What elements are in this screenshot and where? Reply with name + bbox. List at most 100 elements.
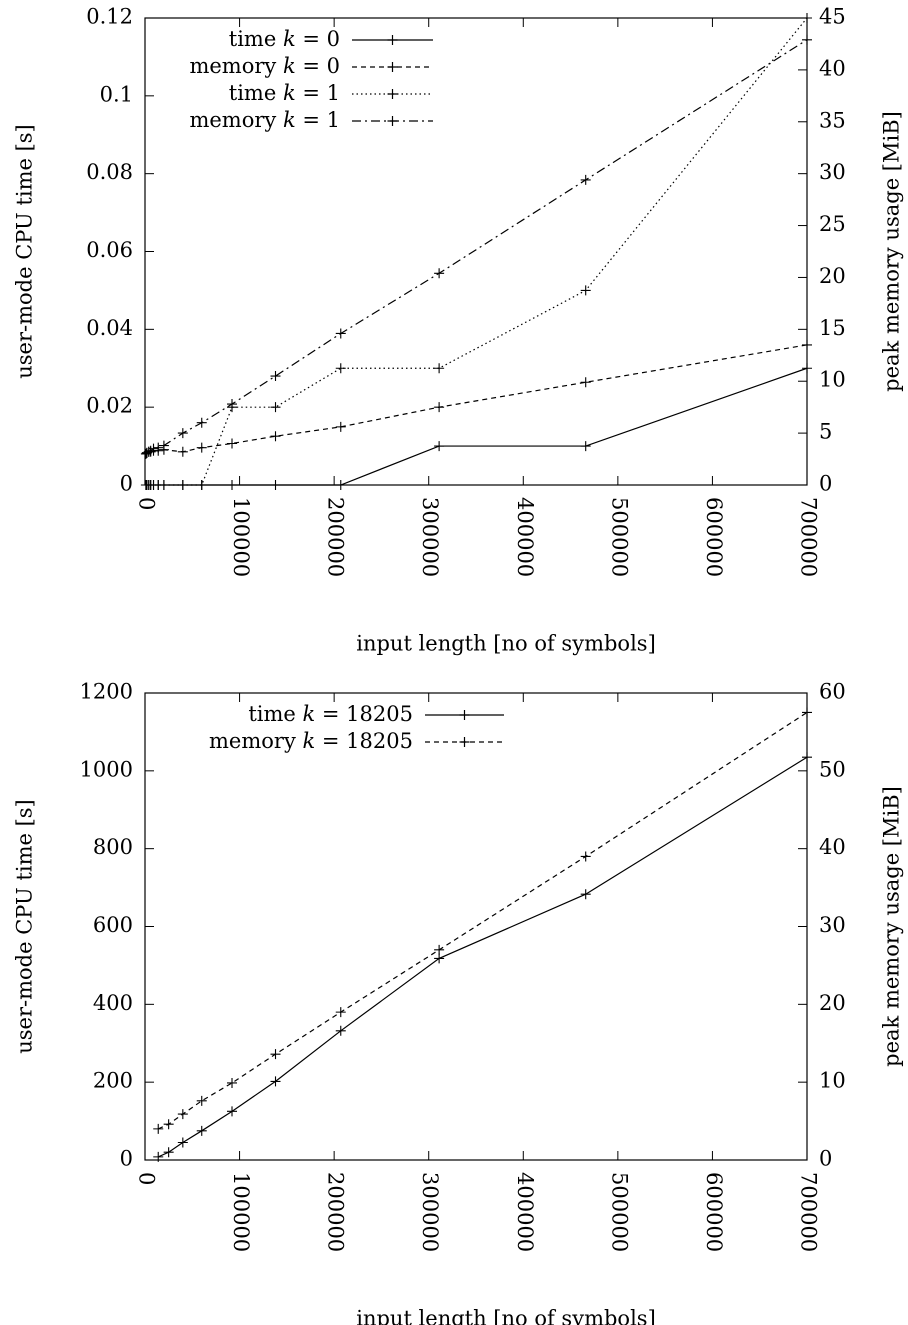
data-point (580, 889, 591, 900)
data-point (335, 363, 346, 374)
y-tick-label: 400 (93, 991, 133, 1015)
y2-tick-label: 30 (819, 913, 846, 937)
x-tick-label: 0 (135, 1172, 159, 1185)
data-point (163, 1119, 174, 1130)
y2-tick-label: 45 (819, 5, 846, 29)
legend-label: time k = 1 (229, 81, 340, 105)
x-tick-label: 300000 (418, 1172, 442, 1252)
y2-tick-label: 15 (819, 316, 846, 340)
y2-axis-label: peak memory usage [MiB] (880, 786, 904, 1067)
x-axis-label: input length [no of symbols] (356, 632, 656, 656)
y2-tick-label: 20 (819, 264, 846, 288)
legend-label-suffix: = 0 (296, 54, 340, 78)
data-point (270, 371, 281, 382)
y-axis-label: user-mode CPU time [s] (13, 124, 37, 379)
legend-label-prefix: time (248, 702, 302, 726)
data-point (196, 1125, 207, 1136)
y-axis-label: user-mode CPU time [s] (13, 799, 37, 1054)
data-point (580, 441, 591, 452)
x-tick-label: 0 (135, 497, 159, 510)
x-tick-label: 600000 (702, 497, 726, 577)
data-point (153, 1123, 164, 1134)
legend-label: memory k = 0 (189, 54, 340, 78)
data-point (335, 480, 346, 490)
y-tick-label: 0.06 (86, 238, 133, 262)
legend-label-prefix: time (229, 27, 283, 51)
legend-label-prefix: memory (209, 729, 302, 753)
legend-label-suffix: = 1 (296, 108, 340, 132)
y2-tick-label: 0 (819, 1147, 832, 1171)
legend-label-var: k (283, 27, 296, 51)
data-point (227, 438, 238, 449)
x-axis-label: input length [no of symbols] (356, 1307, 656, 1325)
y-tick-label: 1000 (80, 757, 133, 781)
y-tick-label: 0.08 (86, 160, 133, 184)
legend-label-var: k (283, 54, 296, 78)
data-point (153, 1151, 164, 1162)
y2-tick-label: 60 (819, 680, 846, 704)
x-tick-label: 100000 (229, 1172, 253, 1252)
legend-label: memory k = 18205 (209, 729, 413, 753)
data-point (434, 402, 445, 413)
data-point (580, 851, 591, 862)
data-point (227, 480, 238, 490)
legend-label-var: k (303, 702, 316, 726)
y-tick-label: 200 (93, 1069, 133, 1093)
data-point (802, 13, 812, 23)
data-point (434, 363, 445, 374)
data-point (177, 446, 188, 457)
series-line-2 (157, 711, 808, 1130)
data-point (177, 1137, 188, 1148)
data-point (434, 953, 445, 964)
data-point (802, 363, 812, 374)
data-point (153, 442, 164, 453)
data-point (434, 944, 445, 955)
y2-tick-label: 30 (819, 160, 846, 184)
y-tick-label: 600 (93, 913, 133, 937)
data-point (335, 421, 346, 432)
data-point (580, 285, 591, 296)
y2-tick-label: 40 (819, 835, 846, 859)
data-point (177, 1109, 188, 1120)
data-point (802, 34, 812, 45)
x-tick-label: 500000 (607, 1172, 631, 1252)
legend-label-prefix: memory (189, 108, 282, 132)
x-tick-label: 400000 (513, 497, 537, 577)
legend-label-suffix: = 0 (296, 27, 340, 51)
legend-label: time k = 0 (229, 27, 340, 51)
x-tick-label: 700000 (797, 497, 821, 577)
data-point (270, 1076, 281, 1087)
data-point (802, 752, 812, 763)
y2-tick-label: 10 (819, 1069, 846, 1093)
chart-panel-2: 0 100000 200000 300000 400000 500000 600000 700… (13, 680, 904, 1325)
x-tick-label: 500000 (607, 497, 631, 577)
data-point (802, 339, 812, 350)
series-line-2 (145, 344, 808, 455)
series-line-1 (145, 367, 808, 486)
x-tick-label: 200000 (324, 1172, 348, 1252)
legend-label-var: k (283, 81, 296, 105)
y2-tick-label: 25 (819, 212, 846, 236)
legend-marker (387, 62, 398, 72)
y2-tick-label: 5 (819, 420, 832, 444)
y2-tick-label: 35 (819, 108, 846, 132)
legend-label: memory k = 1 (189, 108, 340, 132)
y2-tick-label: 50 (819, 757, 846, 781)
data-point (227, 1077, 238, 1088)
data-point (580, 377, 591, 388)
data-point (580, 174, 591, 185)
data-point (158, 440, 169, 451)
data-point (163, 1147, 174, 1158)
legend-label-prefix: time (229, 81, 283, 105)
data-point (196, 1095, 207, 1106)
series-line-1 (157, 756, 808, 1158)
y2-axis-label: peak memory usage [MiB] (880, 111, 904, 392)
plot-frame (144, 692, 808, 1161)
y2-tick-label: 40 (819, 56, 846, 80)
y2-tick-label: 10 (819, 368, 846, 392)
data-point (196, 442, 207, 453)
legend-label-var: k (303, 729, 316, 753)
data-point (434, 268, 445, 279)
data-point (335, 1007, 346, 1018)
data-point (196, 480, 207, 490)
